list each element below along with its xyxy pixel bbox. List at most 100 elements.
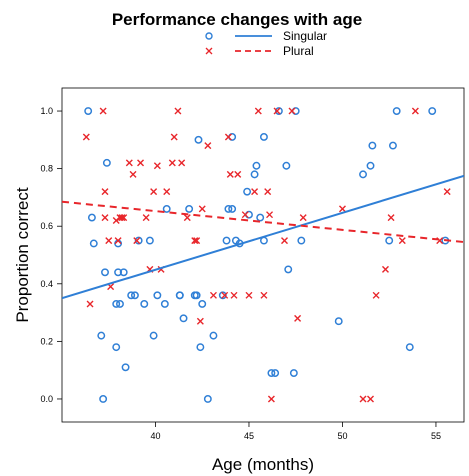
y-tick-label: 0.6 bbox=[40, 221, 53, 231]
singular-point bbox=[252, 161, 261, 170]
singular-point bbox=[224, 204, 233, 213]
plural-point bbox=[105, 237, 113, 245]
singular-point bbox=[405, 343, 414, 352]
plural-point bbox=[99, 107, 107, 115]
singular-point bbox=[162, 204, 171, 213]
plural-point bbox=[142, 214, 150, 222]
legend-marker-plural bbox=[205, 47, 213, 55]
singular-point bbox=[116, 299, 124, 308]
x-tick-label: 50 bbox=[337, 431, 347, 441]
plural-point bbox=[82, 133, 90, 141]
plural-point bbox=[411, 107, 419, 115]
singular-point bbox=[256, 213, 265, 222]
singular-point bbox=[140, 299, 149, 308]
singular-point bbox=[101, 268, 109, 277]
plural-point bbox=[267, 395, 275, 403]
plural-point bbox=[281, 237, 288, 245]
singular-point bbox=[145, 236, 154, 245]
plural-point bbox=[398, 237, 406, 245]
plural-point bbox=[101, 214, 109, 222]
y-tick-label: 0.8 bbox=[40, 164, 53, 174]
singular-point bbox=[243, 187, 252, 196]
plural-point bbox=[183, 214, 191, 222]
plural-point bbox=[178, 159, 186, 167]
singular-point bbox=[119, 268, 128, 277]
singular-point bbox=[392, 107, 401, 115]
singular-point bbox=[112, 343, 121, 352]
plural-point bbox=[137, 159, 145, 167]
plural-point bbox=[133, 237, 141, 245]
plural-point bbox=[254, 107, 262, 115]
y-tick-label: 0.0 bbox=[40, 394, 53, 404]
singular-point bbox=[284, 265, 293, 274]
singular-point bbox=[194, 135, 203, 144]
plural-point bbox=[224, 133, 232, 141]
plural-point bbox=[226, 170, 234, 178]
y-axis-label: Proportion correct bbox=[13, 187, 32, 322]
plural-point bbox=[241, 211, 249, 219]
plural-point bbox=[299, 214, 307, 222]
plural-point bbox=[129, 170, 137, 178]
singular-trend-line bbox=[62, 174, 464, 300]
singular-point bbox=[102, 158, 111, 167]
singular-point bbox=[192, 291, 201, 300]
legend-label-singular: Singular bbox=[283, 29, 327, 43]
singular-point bbox=[179, 314, 188, 323]
singular-point bbox=[185, 204, 194, 213]
singular-point bbox=[359, 170, 367, 179]
plural-point bbox=[251, 188, 259, 196]
singular-point bbox=[385, 236, 394, 245]
legend-marker-singular bbox=[205, 32, 213, 40]
plural-point bbox=[118, 214, 126, 222]
x-tick-label: 40 bbox=[150, 431, 160, 441]
data-marks bbox=[62, 107, 464, 403]
plural-trend-line bbox=[62, 200, 464, 244]
singular-point bbox=[274, 107, 283, 115]
x-axis: 40 45 50 55 bbox=[150, 422, 441, 441]
y-tick-label: 0.4 bbox=[40, 279, 53, 289]
plot-area-frame bbox=[61, 87, 465, 423]
plural-point bbox=[174, 107, 182, 115]
plural-point bbox=[125, 159, 133, 167]
singular-point bbox=[222, 236, 231, 245]
singular-point bbox=[289, 369, 298, 378]
chart-title: Performance changes with age bbox=[112, 10, 362, 29]
singular-point bbox=[114, 268, 123, 277]
plural-point bbox=[170, 133, 178, 141]
singular-point bbox=[196, 343, 205, 352]
plural-point bbox=[230, 291, 238, 299]
plural-point bbox=[153, 162, 161, 170]
plural-point bbox=[260, 291, 268, 299]
singular-point bbox=[203, 395, 212, 403]
singular-point bbox=[297, 236, 306, 245]
singular-point bbox=[149, 331, 158, 340]
singular-point bbox=[271, 369, 280, 378]
singular-point bbox=[134, 236, 143, 245]
plural-point bbox=[359, 395, 367, 403]
y-axis: 0.0 0.2 0.4 0.6 0.8 1.0 bbox=[40, 106, 62, 404]
singular-point bbox=[228, 204, 237, 213]
singular-point bbox=[153, 291, 162, 300]
plural-point bbox=[234, 170, 242, 178]
plural-point bbox=[245, 291, 253, 299]
plural-point bbox=[221, 291, 229, 299]
y-tick-label: 1.0 bbox=[40, 106, 53, 116]
plural-point bbox=[264, 188, 272, 196]
plural-point bbox=[372, 291, 380, 299]
plural-point bbox=[294, 314, 302, 322]
y-tick-label: 0.2 bbox=[40, 336, 53, 346]
singular-point bbox=[84, 107, 93, 115]
plural-point bbox=[209, 291, 217, 299]
legend-label-plural: Plural bbox=[283, 44, 314, 58]
plural-point bbox=[367, 395, 375, 403]
plural-point bbox=[101, 188, 109, 196]
plural-point bbox=[150, 188, 158, 196]
plural-point bbox=[273, 107, 281, 115]
singular-point bbox=[366, 161, 375, 170]
plural-point bbox=[120, 214, 128, 222]
singular-point bbox=[334, 317, 343, 326]
x-tick-label: 45 bbox=[244, 431, 254, 441]
plural-point bbox=[387, 214, 395, 222]
